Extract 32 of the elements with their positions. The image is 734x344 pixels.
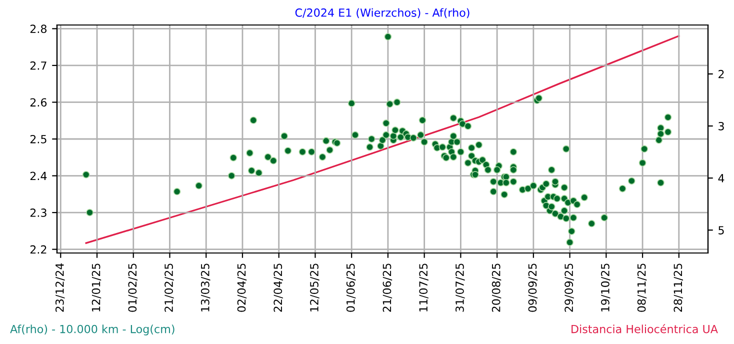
y-tick-label: 2.4 — [30, 172, 47, 180]
x-tick-label: 12/05/25 — [310, 264, 320, 312]
text: Af(rho) - 10.000 km - Log(cm) — [10, 324, 174, 336]
x-tick-label: 13/03/25 — [200, 264, 210, 312]
x-tick-label: 23/12/24 — [55, 263, 65, 312]
x-tick-label: 21/06/25 — [382, 264, 392, 312]
x-tick-label: 09/09/25 — [528, 264, 538, 312]
x-tick-label: 12/01/25 — [92, 264, 102, 312]
x-tick-label: 01/02/25 — [128, 264, 138, 312]
x-tick-label: 21/02/25 — [164, 264, 174, 312]
x-tick-label: 02/04/25 — [237, 264, 247, 312]
y-tick-label: 2.8 — [30, 24, 47, 34]
text: Distancia Heliocéntrica UA — [572, 324, 718, 334]
x-tick-label: 20/08/25 — [492, 264, 502, 312]
chart-title: C/2024 E1 (Wierzchos) - Af(rho) — [295, 8, 470, 18]
y-tick-label: 2.7 — [30, 61, 46, 70]
x-tick-label: 22/04/25 — [274, 264, 283, 312]
x-tick-label: 29/09/25 — [564, 264, 574, 312]
x-tick-label: 19/10/25 — [600, 264, 610, 312]
y-tick-label: 2.5 — [30, 134, 46, 144]
y2-tick-label: 4 — [718, 174, 724, 182]
x-tick-label: 08/11/25 — [637, 264, 647, 312]
x-tick-label: 11/07/25 — [419, 264, 428, 312]
y-tick-label: 2.3 — [30, 208, 46, 217]
x-tick-label: 01/06/25 — [346, 264, 356, 312]
y-tick-label: 2.2 — [30, 245, 46, 254]
x-tick-label: 31/07/25 — [456, 264, 465, 312]
y2-tick-label: 2 — [718, 70, 724, 78]
x-tick-label: 28/11/25 — [674, 264, 683, 312]
y2-tick-label: 3 — [718, 122, 724, 130]
y-tick-label: 2.6 — [30, 98, 47, 107]
y2-tick-label: 5 — [718, 226, 724, 234]
